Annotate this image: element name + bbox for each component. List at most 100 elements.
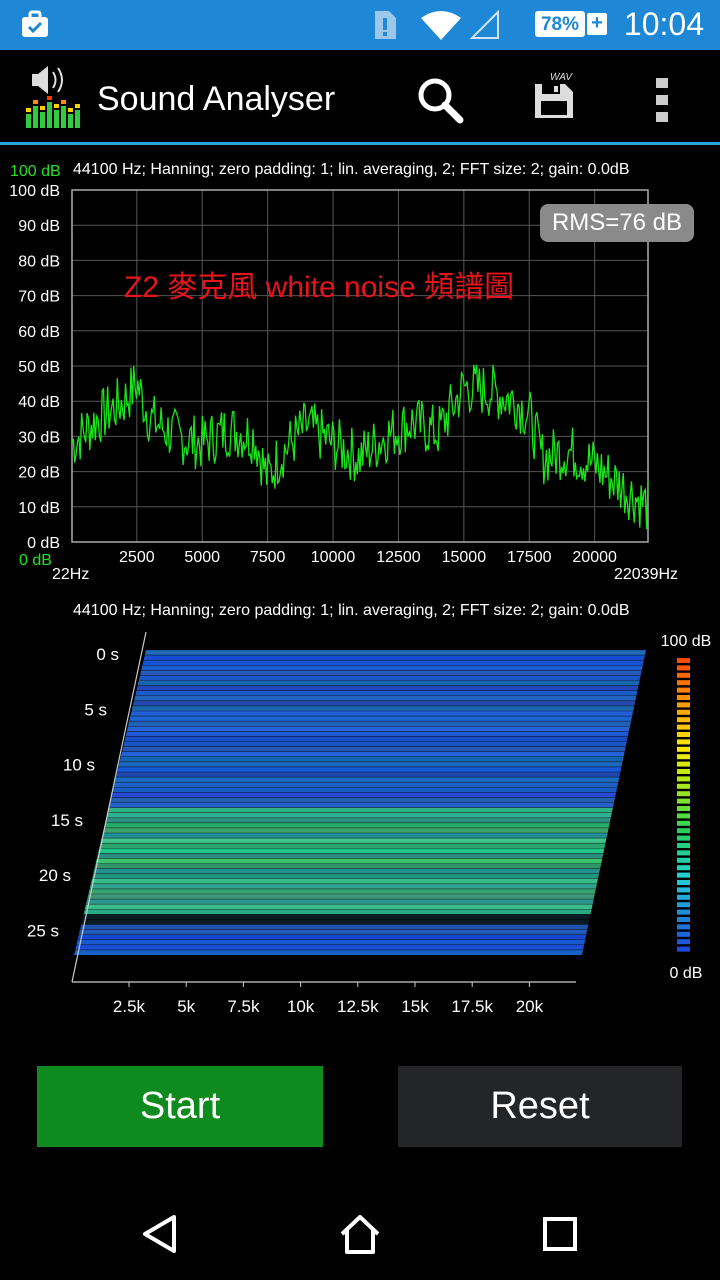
color-scale-segment	[677, 813, 690, 819]
freq-tick-label: 7.5k	[227, 997, 260, 1016]
sim-alert-icon	[375, 11, 396, 39]
color-scale-segment	[677, 672, 690, 678]
spectrogram-info: 44100 Hz; Hanning; zero padding: 1; lin.…	[73, 602, 630, 619]
spectrogram-row	[83, 909, 592, 915]
rms-badge: RMS=76 dB	[540, 204, 694, 242]
color-scale-segment	[677, 687, 690, 693]
y-tick-label: 10 dB	[18, 500, 60, 517]
color-scale-segment	[677, 702, 690, 708]
save-wav-icon[interactable]: WAV	[532, 70, 580, 120]
time-tick-label: 20 s	[39, 866, 71, 885]
spectrogram-row	[130, 711, 634, 717]
freq-tick-label: 20k	[516, 997, 544, 1016]
color-scale-segment	[677, 769, 690, 774]
spectrogram-row	[135, 690, 638, 696]
home-icon[interactable]	[338, 1212, 382, 1256]
spectrogram-row	[111, 792, 617, 798]
color-scale-segment	[677, 828, 690, 834]
spectrogram-row	[119, 756, 624, 762]
status-bar: 78% + 10:04	[0, 0, 720, 50]
color-scale-segment	[677, 894, 690, 900]
color-scale-segment	[677, 835, 690, 841]
time-tick-label: 5 s	[84, 700, 107, 719]
color-scale-segment	[677, 754, 690, 760]
spectrogram-row	[131, 705, 635, 711]
back-icon[interactable]	[140, 1214, 180, 1254]
spectrogram-row	[82, 914, 591, 920]
x-tick-label: 17500	[507, 549, 552, 566]
action-bar: Sound Analyser WAV	[0, 50, 720, 142]
cellular-signal-icon	[470, 10, 499, 39]
spectrogram-row	[102, 827, 609, 833]
freq-tick-label: 5k	[177, 997, 195, 1016]
y-tick-label: 30 dB	[18, 429, 60, 446]
overflow-menu-icon[interactable]	[654, 76, 670, 124]
x-max-label: 22039Hz	[614, 566, 679, 583]
reset-button[interactable]: Reset	[398, 1066, 682, 1147]
spectrogram-row	[77, 934, 587, 940]
spectrogram-row	[99, 843, 606, 849]
scale-top-label: 100 dB	[661, 633, 712, 650]
spectrogram-row	[113, 782, 619, 788]
y-tick-label: 40 dB	[18, 394, 60, 411]
color-scale-segment	[677, 746, 690, 752]
color-scale-segment	[677, 776, 690, 782]
time-tick-label: 25 s	[27, 922, 59, 941]
spectrogram-row	[74, 949, 584, 955]
y-tick-label: 0 dB	[27, 535, 60, 552]
color-scale-segment	[677, 924, 690, 930]
y-max-green-label: 100 dB	[10, 163, 61, 180]
charging-plus: +	[587, 13, 607, 35]
color-scale-segment	[677, 665, 690, 671]
spectrogram-row	[136, 685, 639, 691]
color-scale-segment	[677, 783, 690, 789]
spectrogram-row	[120, 751, 625, 757]
spectrogram-row	[122, 746, 626, 752]
time-axis	[71, 631, 147, 983]
freq-tick-label: 10k	[287, 997, 315, 1016]
spectrogram-row	[105, 817, 611, 823]
freq-tick-label: 2.5k	[113, 997, 146, 1016]
start-button[interactable]: Start	[37, 1066, 323, 1147]
spectrogram-row	[106, 812, 612, 818]
spectrogram-row	[80, 924, 589, 930]
spectrogram-row	[84, 904, 593, 910]
color-scale-segment	[677, 791, 690, 797]
x-tick-label: 7500	[250, 549, 286, 566]
color-scale-segment	[677, 857, 690, 863]
spectrogram-row	[95, 858, 603, 864]
search-icon[interactable]	[416, 76, 464, 124]
color-scale-segment	[677, 946, 690, 952]
x-tick-label: 12500	[376, 549, 421, 566]
color-scale-segment	[677, 909, 690, 915]
color-scale-segment	[677, 931, 690, 937]
navigation-bar	[0, 1182, 720, 1280]
color-scale-segment	[677, 872, 690, 878]
color-scale-segment	[677, 709, 690, 715]
spectrogram-row	[112, 787, 618, 793]
spectrogram-row	[98, 848, 605, 854]
color-scale-segment	[677, 798, 690, 804]
freq-tick-label: 17.5k	[451, 997, 493, 1016]
briefcase-icon	[22, 10, 48, 37]
color-scale-segment	[677, 902, 690, 908]
color-scale-segment	[677, 732, 690, 737]
spectrogram-row	[143, 655, 645, 661]
x-tick-label: 2500	[119, 549, 155, 566]
freq-tick-label: 15k	[401, 997, 429, 1016]
color-scale-segment	[677, 850, 690, 856]
spectrogram-row	[116, 772, 621, 778]
x-tick-label: 10000	[311, 549, 356, 566]
spectrogram-row	[104, 822, 610, 828]
color-scale-segment	[677, 717, 690, 723]
spectrogram-row	[92, 873, 600, 879]
recents-icon[interactable]	[542, 1216, 578, 1252]
color-scale-segment	[677, 843, 690, 848]
color-scale-segment	[677, 680, 690, 686]
x-min-label: 22Hz	[52, 566, 90, 583]
y-tick-label: 50 dB	[18, 359, 60, 376]
x-tick-label: 5000	[184, 549, 220, 566]
spectrogram-row	[132, 700, 636, 706]
spectrogram-row	[138, 675, 641, 681]
freq-tick-label: 12.5k	[337, 997, 379, 1016]
